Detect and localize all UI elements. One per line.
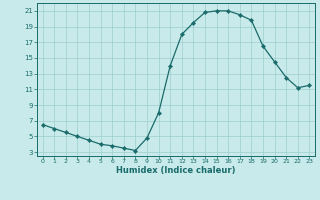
- X-axis label: Humidex (Indice chaleur): Humidex (Indice chaleur): [116, 166, 236, 175]
